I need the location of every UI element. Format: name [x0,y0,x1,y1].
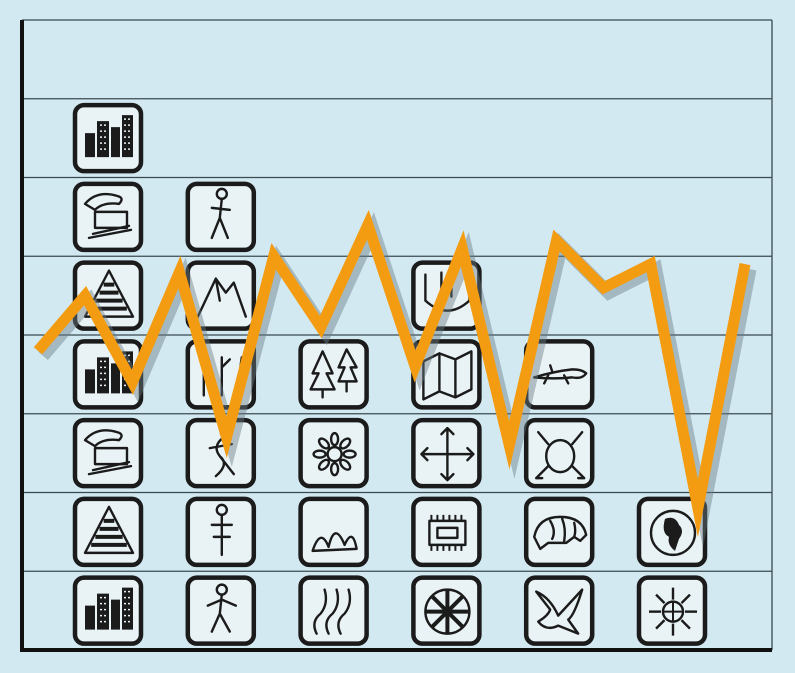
computer-icon [72,417,144,489]
sun-icon [636,575,708,646]
cactus-icon [298,496,369,568]
flower-icon [298,417,369,489]
bird-icon [523,575,595,646]
globe-icon [636,496,708,568]
frog-icon [523,417,595,489]
pictograph-bar [636,496,708,646]
computer-icon [72,181,144,253]
pictograph-bar [185,181,257,646]
waves-icon [298,575,369,646]
trees-icon [298,339,369,410]
cross-figure-icon [185,496,257,568]
triangle-icon [72,496,144,568]
arrows-icon [411,417,482,489]
pictograph-bar [411,260,482,646]
city-icon [72,102,144,174]
pictograph-bar [298,339,369,646]
pictograph-bar [523,339,595,646]
armadillo-icon [523,496,595,568]
chip-icon [411,496,482,568]
wheel-icon [411,575,482,646]
zigzag-line [33,209,751,538]
person-icon [185,575,257,646]
hiker-icon [185,181,257,253]
city-icon [72,575,144,646]
lizard-icon [523,339,595,410]
